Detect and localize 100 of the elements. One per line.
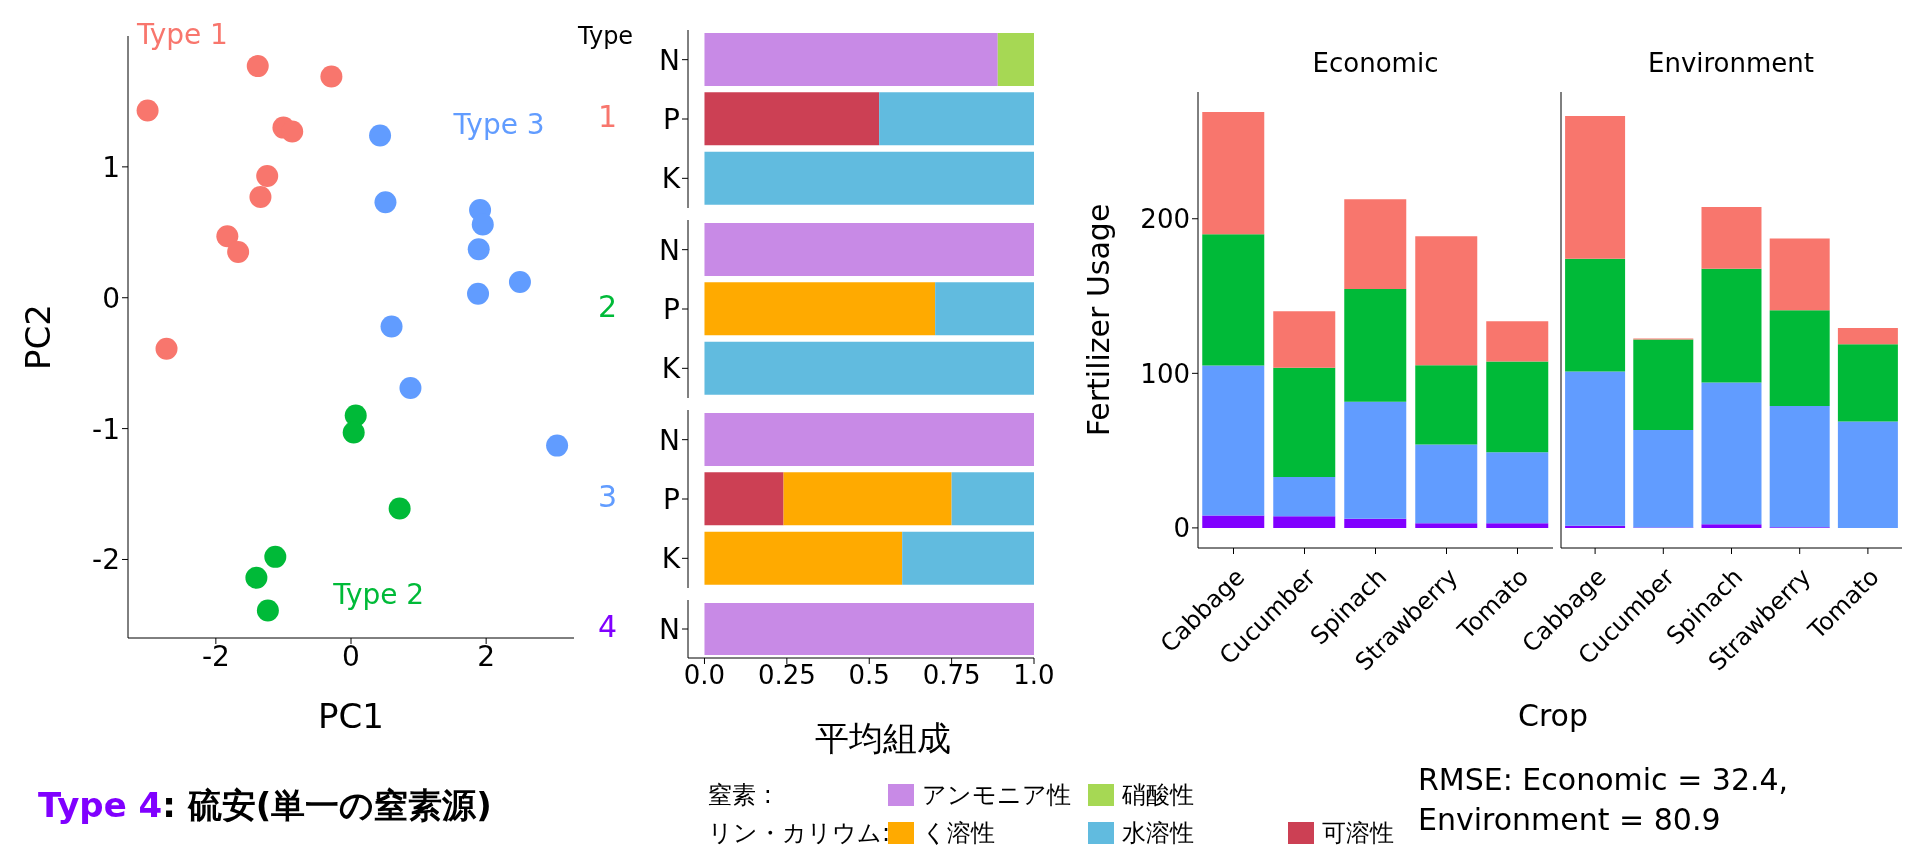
point <box>216 225 239 248</box>
text: Type 4: 硫安(単一の窒素源) <box>38 784 492 827</box>
point <box>281 120 304 143</box>
chart-title: Economic <box>1311 48 1440 78</box>
y-tick-label: N <box>659 43 680 77</box>
legend-label: 硝酸性 <box>1121 780 1195 811</box>
x-axis-title: PC1 <box>318 696 384 736</box>
y-tick-label: 200 <box>1140 203 1190 234</box>
bar <box>1486 361 1549 453</box>
x-tick-label: -2 <box>201 639 230 673</box>
y-tick-label: 100 <box>1140 358 1190 389</box>
x-tick-label: 0.5 <box>848 660 890 691</box>
bar <box>1701 524 1762 528</box>
text: RMSE: Economic = 32.4, Environment = 80.9 <box>1418 761 1790 839</box>
bar <box>704 472 784 526</box>
bar <box>1202 365 1265 516</box>
text: 窒素 : <box>708 780 773 811</box>
text: Type 3 <box>453 108 545 142</box>
legend-label: く溶性 <box>922 819 995 847</box>
y-tick-label: K <box>661 162 681 196</box>
bar <box>783 472 952 526</box>
bar <box>1633 339 1694 431</box>
bar <box>1273 311 1336 368</box>
bar <box>1837 344 1898 422</box>
text: 1 <box>598 99 618 134</box>
x-tick-label: 2 <box>477 639 496 673</box>
point <box>245 566 268 589</box>
chart-title: Environment <box>1647 48 1815 78</box>
bar <box>902 531 1034 585</box>
y-tick-label: P <box>663 292 680 326</box>
text: 2 <box>598 289 618 324</box>
x-tick-label: 0.25 <box>757 660 816 691</box>
text: Type <box>578 22 634 50</box>
bar <box>1837 421 1898 528</box>
y-tick-label: 0 <box>1173 513 1190 544</box>
text: 3 <box>598 479 618 514</box>
point <box>388 497 411 520</box>
bar <box>1486 452 1549 524</box>
bar <box>1701 207 1762 269</box>
x-tick-label: 0.0 <box>683 660 726 691</box>
y-tick-label: N <box>659 423 680 457</box>
point <box>508 271 531 294</box>
point <box>264 545 287 568</box>
bar <box>1344 288 1407 402</box>
bar <box>951 472 1034 526</box>
bar <box>1202 515 1265 528</box>
y-tick-label: N <box>659 612 680 646</box>
y-tick-label: 0 <box>102 281 120 315</box>
bar <box>1344 401 1407 519</box>
x-tick-label: 0 <box>342 639 360 673</box>
y-tick-label: -1 <box>92 412 120 446</box>
series-label: Type 2 <box>333 577 425 611</box>
y-tick-label: K <box>661 352 681 386</box>
x-tick-label: 1.0 <box>1013 660 1055 691</box>
text: 4 <box>598 609 618 644</box>
point <box>320 65 343 88</box>
legend-label: 水溶性 <box>1121 818 1195 848</box>
y-axis-title: PC2 <box>18 304 59 370</box>
y-tick-label: P <box>663 482 680 516</box>
point <box>249 185 272 208</box>
point <box>374 191 397 214</box>
y-tick-label: N <box>659 233 680 267</box>
bar <box>1273 476 1336 517</box>
point <box>369 124 392 147</box>
point <box>342 421 365 444</box>
point <box>227 240 250 263</box>
y-tick-label: K <box>661 542 681 576</box>
point <box>546 434 569 457</box>
bar <box>1565 371 1626 526</box>
bar <box>704 412 1034 466</box>
y-tick-label: P <box>663 102 680 136</box>
point <box>471 213 494 236</box>
bar <box>1486 321 1549 362</box>
x-tick-label: 0.75 <box>922 660 981 691</box>
bar <box>1415 444 1478 524</box>
bar <box>1415 236 1478 366</box>
bar <box>1344 199 1407 289</box>
bar <box>1565 525 1626 528</box>
y-axis-title: Fertilizer Usage <box>1080 203 1116 437</box>
point <box>467 282 490 305</box>
bar <box>1486 523 1549 528</box>
bar <box>704 531 903 585</box>
bar <box>1701 382 1762 525</box>
series-label: Type 1 <box>136 17 228 51</box>
text: リン・カリウム: <box>708 818 891 848</box>
point <box>399 377 422 400</box>
y-tick-label: 1 <box>102 150 120 184</box>
bar <box>1701 268 1762 383</box>
bar <box>1202 112 1265 235</box>
point <box>380 315 403 338</box>
point <box>246 55 269 78</box>
bar <box>1415 365 1478 445</box>
bar <box>1273 516 1336 528</box>
bar <box>1202 234 1265 366</box>
bar <box>1565 116 1626 259</box>
point <box>256 165 279 188</box>
bar <box>1769 310 1830 407</box>
x-axis-title: 平均組成 <box>814 717 952 760</box>
bar <box>1565 258 1626 372</box>
bar <box>1344 518 1407 528</box>
